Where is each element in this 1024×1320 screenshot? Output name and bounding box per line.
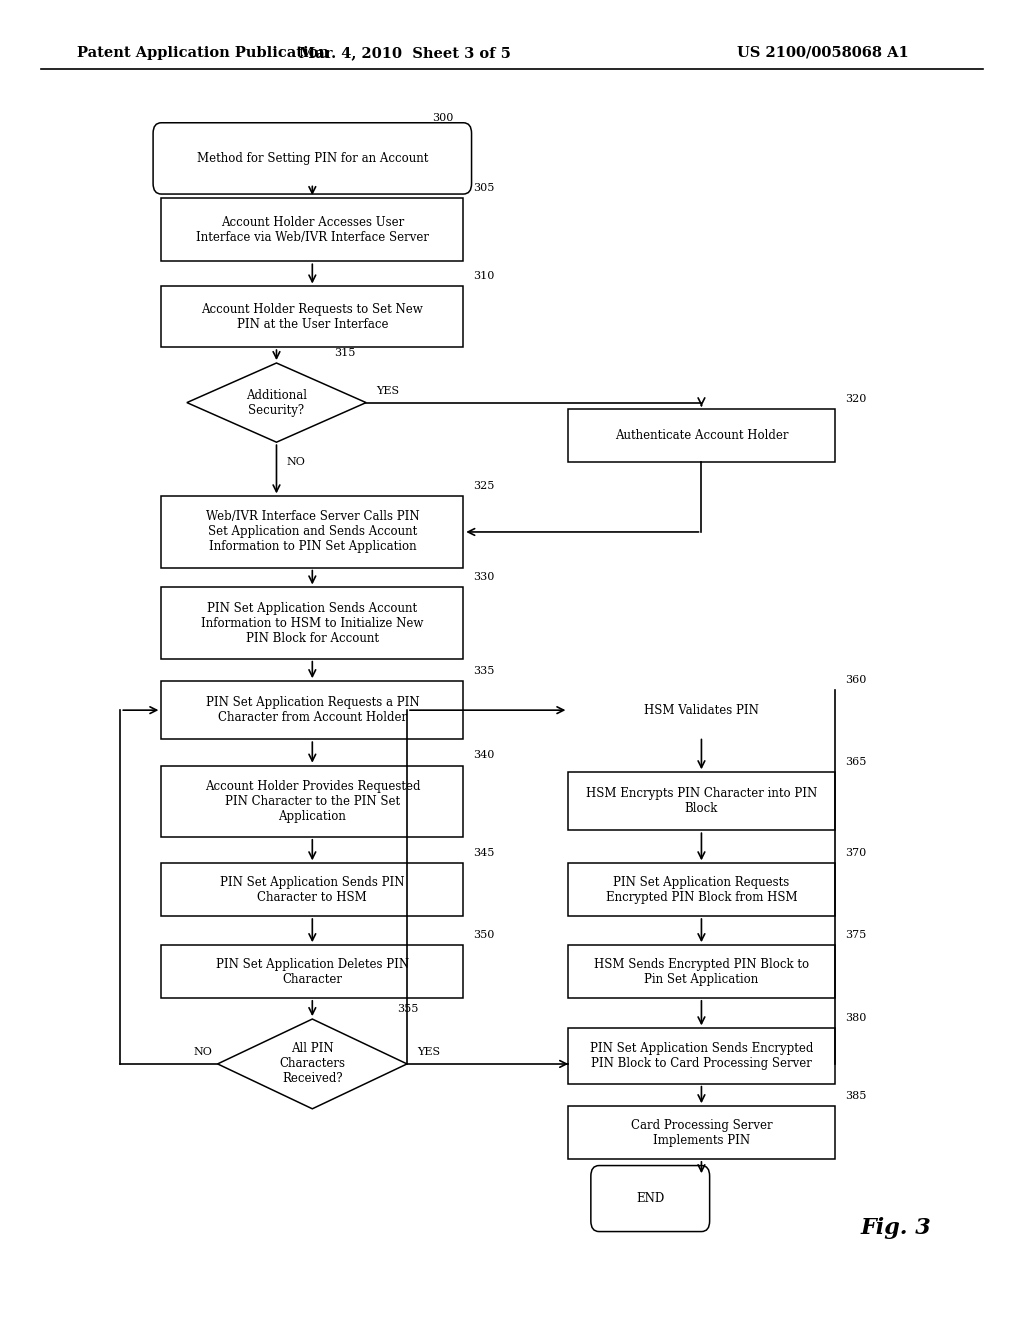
FancyBboxPatch shape [154,123,471,194]
Text: 350: 350 [473,929,495,940]
Text: 355: 355 [396,1003,418,1014]
Text: YES: YES [418,1047,440,1057]
Bar [162,863,463,916]
Bar [568,1028,835,1084]
Text: Account Holder Provides Requested
PIN Character to the PIN Set
Application: Account Holder Provides Requested PIN Ch… [205,780,420,822]
Bar [162,681,463,739]
Text: 325: 325 [473,480,495,491]
Bar [568,772,835,830]
Text: Additional
Security?: Additional Security? [246,388,307,417]
Text: 345: 345 [473,847,495,858]
Text: Patent Application Publication: Patent Application Publication [77,46,329,59]
Bar [568,863,835,916]
Text: PIN Set Application Deletes PIN
Character: PIN Set Application Deletes PIN Characte… [216,957,409,986]
Text: Method for Setting PIN for an Account: Method for Setting PIN for an Account [197,152,428,165]
Polygon shape [217,1019,407,1109]
Text: Mar. 4, 2010  Sheet 3 of 5: Mar. 4, 2010 Sheet 3 of 5 [299,46,510,59]
Text: US 2100/0058068 A1: US 2100/0058068 A1 [737,46,909,59]
Text: 300: 300 [432,112,453,123]
Text: 330: 330 [473,572,495,582]
Text: Authenticate Account Holder: Authenticate Account Holder [614,429,788,442]
Text: All PIN
Characters
Received?: All PIN Characters Received? [280,1043,345,1085]
Text: Account Holder Accesses User
Interface via Web/IVR Interface Server: Account Holder Accesses User Interface v… [196,215,429,244]
Text: 315: 315 [335,347,356,358]
Text: END: END [636,1192,665,1205]
Bar [162,286,463,347]
FancyBboxPatch shape [591,1166,710,1232]
Text: NO: NO [194,1047,213,1057]
Bar [162,198,463,261]
Text: HSM Sends Encrypted PIN Block to
Pin Set Application: HSM Sends Encrypted PIN Block to Pin Set… [594,957,809,986]
Text: 385: 385 [845,1090,866,1101]
Text: 340: 340 [473,750,495,760]
Text: 310: 310 [473,271,495,281]
Text: NO: NO [287,457,305,467]
Bar [568,409,835,462]
Text: Web/IVR Interface Server Calls PIN
Set Application and Sends Account
Information: Web/IVR Interface Server Calls PIN Set A… [206,511,419,553]
Text: PIN Set Application Sends Account
Information to HSM to Initialize New
PIN Block: PIN Set Application Sends Account Inform… [201,602,424,644]
Bar [568,1106,835,1159]
Bar [162,496,463,568]
Text: Fig. 3: Fig. 3 [860,1217,932,1238]
Text: Account Holder Requests to Set New
PIN at the User Interface: Account Holder Requests to Set New PIN a… [202,302,423,331]
Text: PIN Set Application Sends PIN
Character to HSM: PIN Set Application Sends PIN Character … [220,875,404,904]
Text: 360: 360 [845,675,866,685]
Bar [162,766,463,837]
Text: 305: 305 [473,182,495,193]
Text: Card Processing Server
Implements PIN: Card Processing Server Implements PIN [631,1118,772,1147]
Text: 320: 320 [845,393,866,404]
Text: 370: 370 [845,847,866,858]
Text: 375: 375 [845,929,866,940]
Bar [568,945,835,998]
Text: 335: 335 [473,665,495,676]
Bar [162,945,463,998]
Text: HSM Encrypts PIN Character into PIN
Block: HSM Encrypts PIN Character into PIN Bloc… [586,787,817,816]
Polygon shape [187,363,367,442]
Text: 380: 380 [845,1012,866,1023]
Text: HSM Validates PIN: HSM Validates PIN [644,704,759,717]
Text: YES: YES [377,385,399,396]
Text: 365: 365 [845,756,866,767]
Bar [162,587,463,659]
Text: PIN Set Application Requests
Encrypted PIN Block from HSM: PIN Set Application Requests Encrypted P… [605,875,798,904]
Text: PIN Set Application Sends Encrypted
PIN Block to Card Processing Server: PIN Set Application Sends Encrypted PIN … [590,1041,813,1071]
Text: PIN Set Application Requests a PIN
Character from Account Holder: PIN Set Application Requests a PIN Chara… [206,696,419,725]
